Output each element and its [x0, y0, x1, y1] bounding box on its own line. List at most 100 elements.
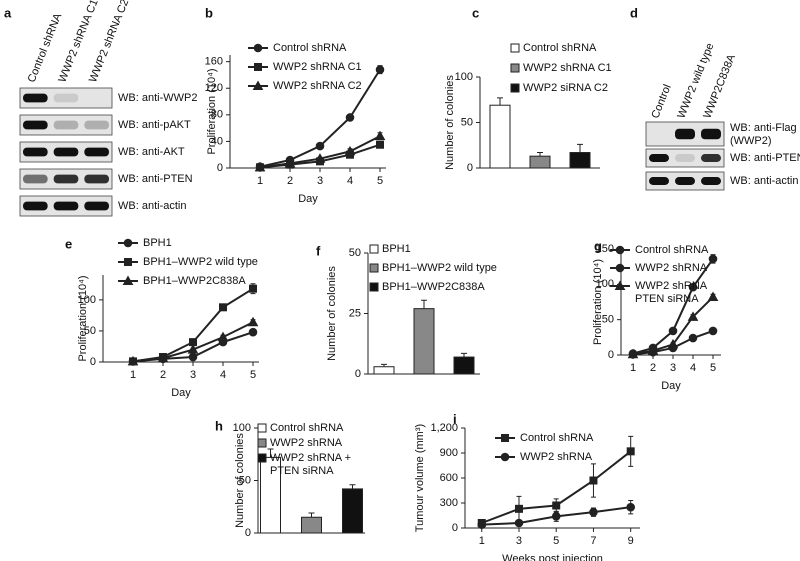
marker	[589, 476, 598, 485]
x-tick-label: 3	[516, 535, 522, 547]
x-tick-label: 4	[347, 175, 353, 187]
legend-label: BPH1–WWP2C838A	[382, 281, 485, 293]
y-tick-label: 50	[602, 314, 614, 326]
panel-letter: g	[594, 238, 602, 253]
legend-label: BPH1–WWP2 wild type	[143, 256, 258, 268]
marker	[375, 65, 385, 74]
x-tick-label: 1	[130, 369, 136, 381]
x-tick-label: 3	[190, 369, 196, 381]
legend-label: Control shRNA	[270, 422, 344, 434]
legend-swatch	[257, 438, 267, 448]
legend-label: BPH1	[143, 237, 172, 249]
y-tick-label: 120	[205, 82, 223, 94]
blot-band	[701, 128, 721, 140]
legend-label: WWP2 shRNA C1	[523, 62, 612, 74]
x-tick-label: 2	[287, 175, 293, 187]
legend-marker	[122, 275, 134, 285]
lane-label: Control	[649, 83, 673, 120]
marker	[157, 352, 169, 363]
legend-marker	[615, 245, 625, 255]
marker	[626, 447, 635, 456]
blot-band	[649, 154, 669, 162]
y-tick-label: 40	[211, 135, 223, 147]
legend-label: BPH1–WWP2C838A	[143, 275, 246, 287]
panel-letter: c	[472, 5, 479, 20]
legend-label: Control shRNA	[273, 42, 347, 54]
blot-strip	[645, 148, 725, 168]
panel-letter: h	[215, 418, 223, 433]
x-axis-label: Day	[661, 380, 681, 392]
blot-band	[53, 120, 79, 130]
y-tick-label: 160	[205, 56, 223, 68]
legend-swatch	[257, 423, 267, 433]
legend-label: WWP2 shRNA C2	[273, 80, 362, 92]
bar	[413, 308, 435, 375]
blot-band	[84, 147, 109, 157]
x-tick-label: 9	[628, 535, 634, 547]
y-tick-label: 0	[90, 356, 96, 368]
blot-band	[701, 154, 721, 162]
legend-marker	[254, 63, 262, 71]
marker	[687, 311, 699, 321]
legend-label: WWP2 shRNA	[520, 451, 593, 463]
blot-band	[675, 128, 695, 140]
panel-letter: b	[205, 5, 213, 20]
legend-swatch	[369, 282, 379, 292]
y-axis-label: Tumour volume (mm³)	[414, 424, 426, 532]
marker	[187, 344, 199, 354]
marker	[345, 113, 355, 122]
legend-swatch	[510, 43, 520, 53]
legend-marker	[124, 258, 132, 266]
x-tick-label: 5	[710, 362, 716, 374]
marker	[249, 284, 257, 293]
x-tick-label: 4	[220, 369, 226, 381]
blot-band	[675, 154, 695, 162]
x-tick-label: 5	[250, 369, 256, 381]
blot-band	[53, 201, 79, 211]
y-tick-label: 0	[217, 162, 223, 174]
x-tick-label: 5	[377, 175, 383, 187]
row-label: WB: anti-PTEN	[730, 152, 800, 164]
x-tick-label: 3	[317, 175, 323, 187]
legend-marker	[253, 43, 263, 53]
marker	[708, 326, 718, 336]
y-tick-label: 0	[467, 162, 473, 174]
marker	[627, 348, 639, 359]
panel-letter: i	[453, 411, 457, 426]
marker	[688, 333, 698, 343]
legend-label: BPH1	[382, 243, 411, 255]
legend-marker	[500, 452, 510, 462]
y-tick-label: 1,200	[430, 422, 458, 434]
legend-label: Control shRNA	[635, 244, 709, 256]
legend-swatch	[510, 83, 520, 93]
y-tick-label: 900	[440, 447, 458, 459]
legend-label: WWP2 shRNA	[635, 262, 708, 274]
marker	[247, 316, 259, 327]
row-label: WB: anti-Flag (WWP2)	[730, 122, 797, 147]
legend-label: WWP2 shRNA + PTEN siRNA	[270, 452, 351, 477]
y-tick-label: 50	[461, 116, 473, 128]
y-tick-label: 150	[596, 243, 614, 255]
bar	[342, 488, 363, 534]
y-axis-label: Proliferation (10⁴)	[592, 259, 604, 345]
legend-label: Control shRNA	[523, 42, 597, 54]
marker	[708, 254, 718, 264]
y-tick-label: 0	[355, 368, 361, 380]
row-label: WB: anti-actin	[118, 200, 186, 212]
blot-band	[84, 120, 109, 130]
y-axis-label: Number of colonies	[234, 433, 246, 528]
y-axis-label: Number of colonies	[326, 266, 338, 361]
y-tick-label: 100	[596, 278, 614, 290]
legend-swatch	[257, 453, 267, 463]
marker	[248, 327, 258, 337]
x-tick-label: 5	[553, 535, 559, 547]
marker	[707, 291, 719, 302]
blot-band	[53, 93, 79, 103]
y-axis-label: Proliferation (10⁴)	[206, 68, 218, 154]
legend-label: BPH1–WWP2 wild type	[382, 262, 497, 274]
marker	[314, 153, 326, 163]
legend-marker	[252, 80, 264, 90]
blot-band	[23, 147, 48, 157]
bar	[569, 152, 591, 169]
